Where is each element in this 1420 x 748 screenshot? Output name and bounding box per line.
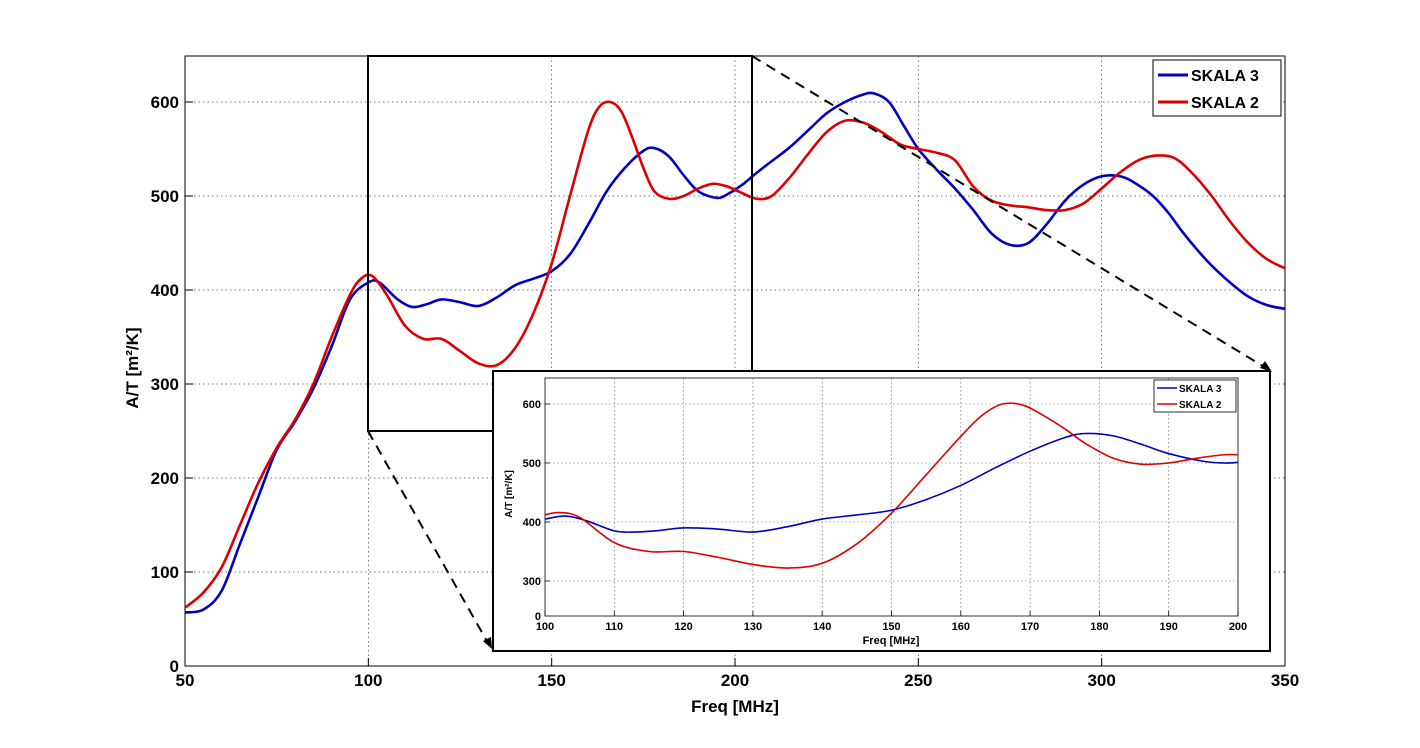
- inset-plot-area: [544, 377, 1239, 617]
- main-y-tick-label: 500: [151, 187, 179, 206]
- main-x-tick-label: 250: [904, 671, 932, 690]
- inset-y-tick-label: 400: [523, 517, 541, 529]
- main-y-axis-label: A/T [m²/K]: [123, 327, 142, 408]
- main-legend: SKALA 3 SKALA 2: [1152, 59, 1282, 117]
- zoom-connector-bottom-arrow: [483, 637, 492, 649]
- inset-x-tick-label: 200: [1229, 621, 1247, 633]
- inset-y-tick-label-origin: 0: [535, 611, 541, 623]
- inset-legend-box: [1153, 379, 1237, 413]
- inset-y-axis-label: A/T [m²/K]: [504, 470, 515, 518]
- inset-y-tick-label: 600: [523, 399, 541, 411]
- main-x-tick-label: 350: [1271, 671, 1299, 690]
- inset-x-tick-label: 110: [605, 621, 623, 633]
- inset-x-tick-label: 190: [1160, 621, 1178, 633]
- inset-x-tick-label: 120: [674, 621, 692, 633]
- inset-plot: 100 110 120 130 140 150 160 170 180 190 200 300 400 5…: [492, 370, 1271, 652]
- main-x-tick-label: 150: [537, 671, 565, 690]
- inset-x-tick-label: 100: [536, 621, 554, 633]
- inset-x-axis-label: Freq [MHz]: [863, 635, 920, 647]
- inset-y-tick-label: 300: [523, 576, 541, 588]
- inset-x-tick-label: 150: [882, 621, 900, 633]
- main-x-tick-label: 300: [1087, 671, 1115, 690]
- main-legend-label-skala3: SKALA 3: [1191, 68, 1259, 85]
- main-y-tick-label: 100: [151, 563, 179, 582]
- zoom-connector-bottom: [367, 430, 489, 644]
- inset-legend: SKALA 3 SKALA 2: [1153, 379, 1237, 413]
- main-y-tick-label: 400: [151, 281, 179, 300]
- main-x-tick-label: 100: [354, 671, 382, 690]
- main-y-tick-label: 600: [151, 93, 179, 112]
- inset-x-tick-label: 130: [744, 621, 762, 633]
- inset-lines: [545, 402, 1238, 569]
- inset-x-tick-label: 180: [1090, 621, 1108, 633]
- inset-y-tick-label: 500: [523, 458, 541, 470]
- inset-series-line-skala-2: [545, 402, 1238, 569]
- main-y-tick-label: 0: [170, 657, 179, 676]
- inset-series-line-skala-3: [545, 432, 1238, 533]
- inset-x-tick-label: 170: [1021, 621, 1039, 633]
- main-y-tick-label: 300: [151, 375, 179, 394]
- zoom-connector-top: [751, 55, 1267, 369]
- inset-x-tick-label: 140: [813, 621, 831, 633]
- inset-ticks: 100 110 120 130 140 150 160 170 180 190 200 300 400 5…: [523, 399, 1248, 633]
- inset-legend-label-skala2: SKALA 2: [1179, 400, 1222, 411]
- inset-grid: [545, 378, 1238, 616]
- main-x-tick-label: 50: [176, 671, 195, 690]
- zoom-connector-top-arrow: [1260, 361, 1272, 372]
- main-legend-label-skala2: SKALA 2: [1191, 95, 1259, 112]
- main-y-tick-label: 200: [151, 469, 179, 488]
- main-x-tick-label: 200: [721, 671, 749, 690]
- main-legend-box: [1152, 59, 1282, 117]
- main-x-axis-label: Freq [MHz]: [691, 697, 779, 716]
- inset-legend-label-skala3: SKALA 3: [1179, 384, 1222, 395]
- main-series-line-skala-2: [185, 100, 1285, 610]
- inset-x-tick-label: 160: [952, 621, 970, 633]
- main-lines: [185, 91, 1285, 614]
